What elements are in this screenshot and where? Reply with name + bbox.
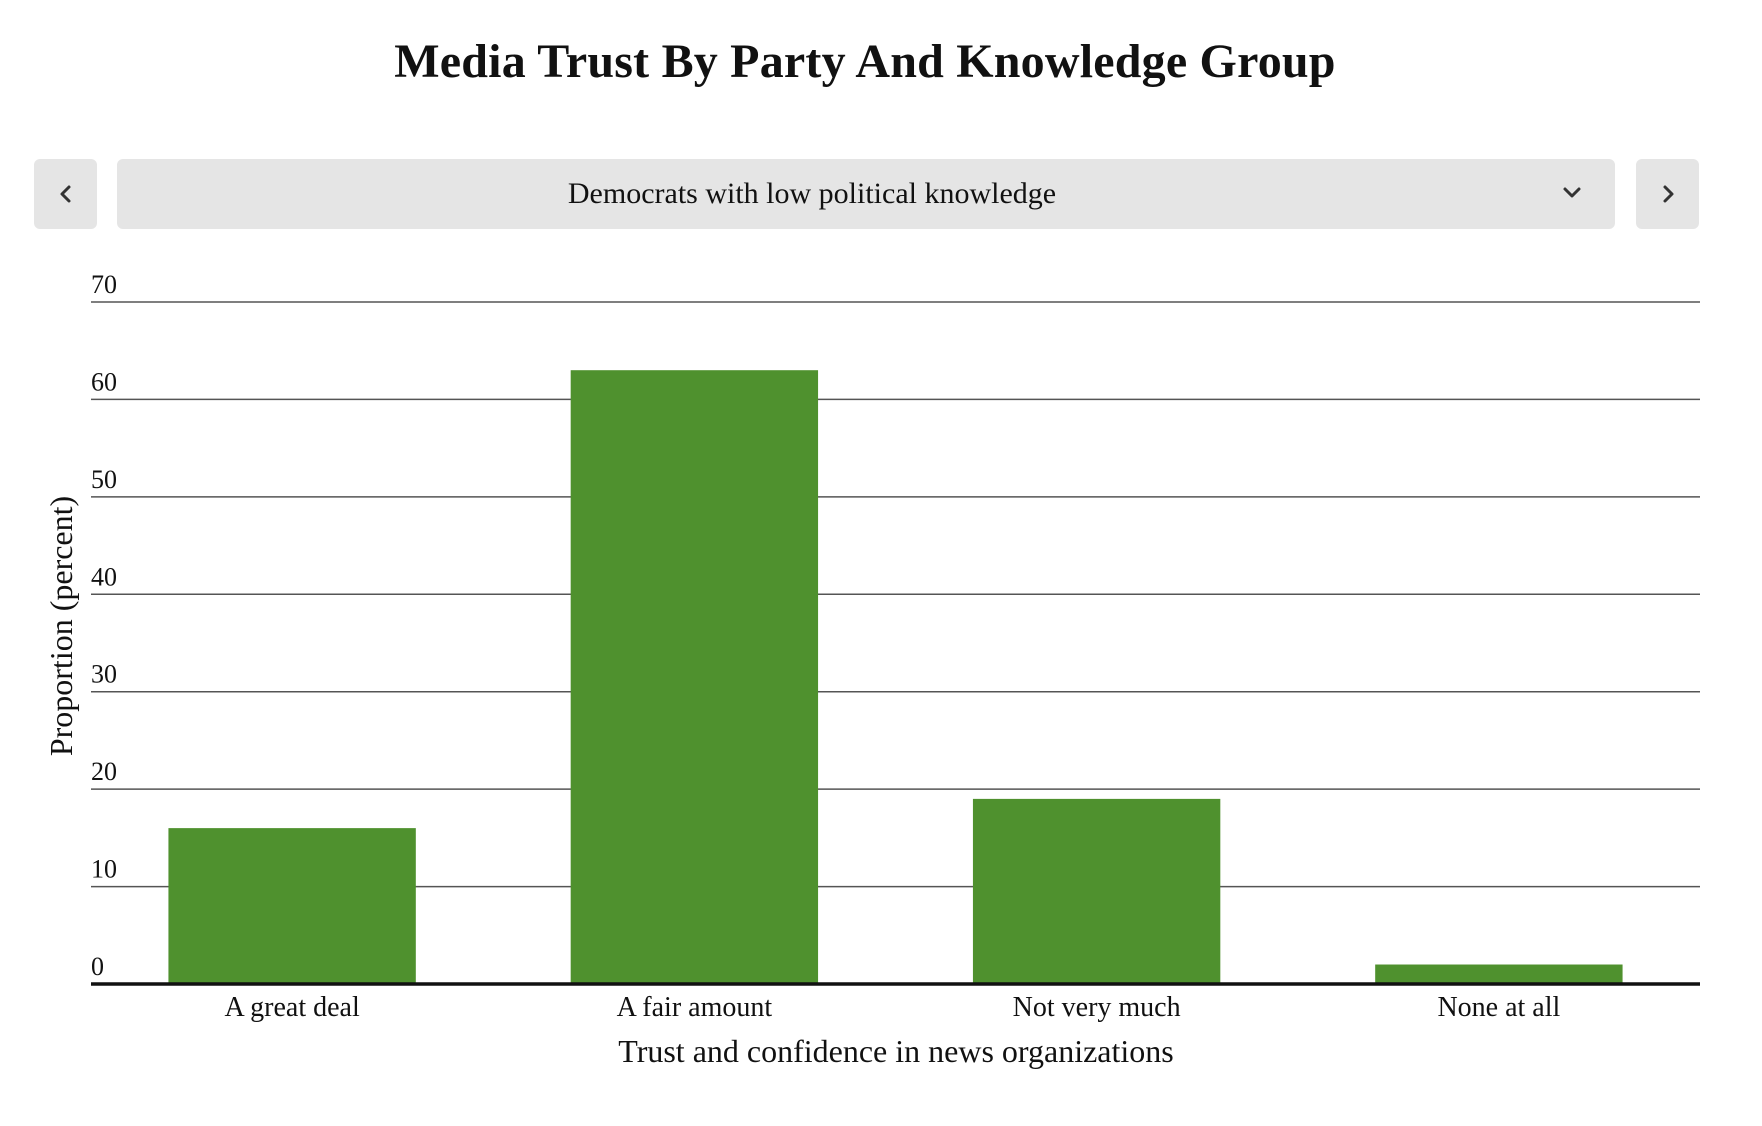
bar bbox=[972, 798, 1221, 984]
y-axis-title: Proportion (percent) bbox=[43, 496, 79, 756]
gridlines bbox=[91, 301, 1700, 888]
bar bbox=[570, 370, 819, 984]
previous-button[interactable] bbox=[34, 159, 97, 229]
y-tick-label: 40 bbox=[91, 562, 117, 591]
chevron-left-icon bbox=[60, 185, 70, 203]
y-tick-label: 10 bbox=[91, 855, 117, 884]
bar bbox=[1375, 964, 1623, 984]
y-tick-label: 30 bbox=[91, 660, 117, 689]
x-tick-label: None at all bbox=[1437, 992, 1560, 1023]
group-select-value: Democrats with low political knowledge bbox=[567, 177, 1057, 210]
bars bbox=[168, 370, 1623, 984]
x-tick-label: A fair amount bbox=[617, 992, 773, 1023]
x-tick-label: A great deal bbox=[224, 992, 359, 1023]
x-tick-label: Not very much bbox=[1013, 992, 1181, 1023]
chevron-down-icon bbox=[1563, 187, 1581, 198]
chart-title: Media Trust By Party And Knowledge Group bbox=[394, 35, 1336, 88]
y-tick-label: 0 bbox=[91, 952, 104, 981]
chevron-right-icon bbox=[1663, 185, 1673, 203]
x-axis-title: Trust and confidence in news organizatio… bbox=[618, 1033, 1173, 1069]
y-tick-label: 60 bbox=[91, 367, 117, 396]
next-button[interactable] bbox=[1636, 159, 1699, 229]
y-tick-labels: 0 10 20 30 40 50 60 70 bbox=[91, 270, 117, 981]
x-tick-labels: A great deal A fair amount Not very much No… bbox=[224, 992, 1560, 1023]
y-tick-label: 50 bbox=[91, 465, 117, 494]
group-select[interactable]: Democrats with low political knowledge bbox=[117, 159, 1615, 229]
y-tick-label: 20 bbox=[91, 757, 117, 786]
y-tick-label: 70 bbox=[91, 270, 117, 299]
bar bbox=[168, 828, 416, 984]
